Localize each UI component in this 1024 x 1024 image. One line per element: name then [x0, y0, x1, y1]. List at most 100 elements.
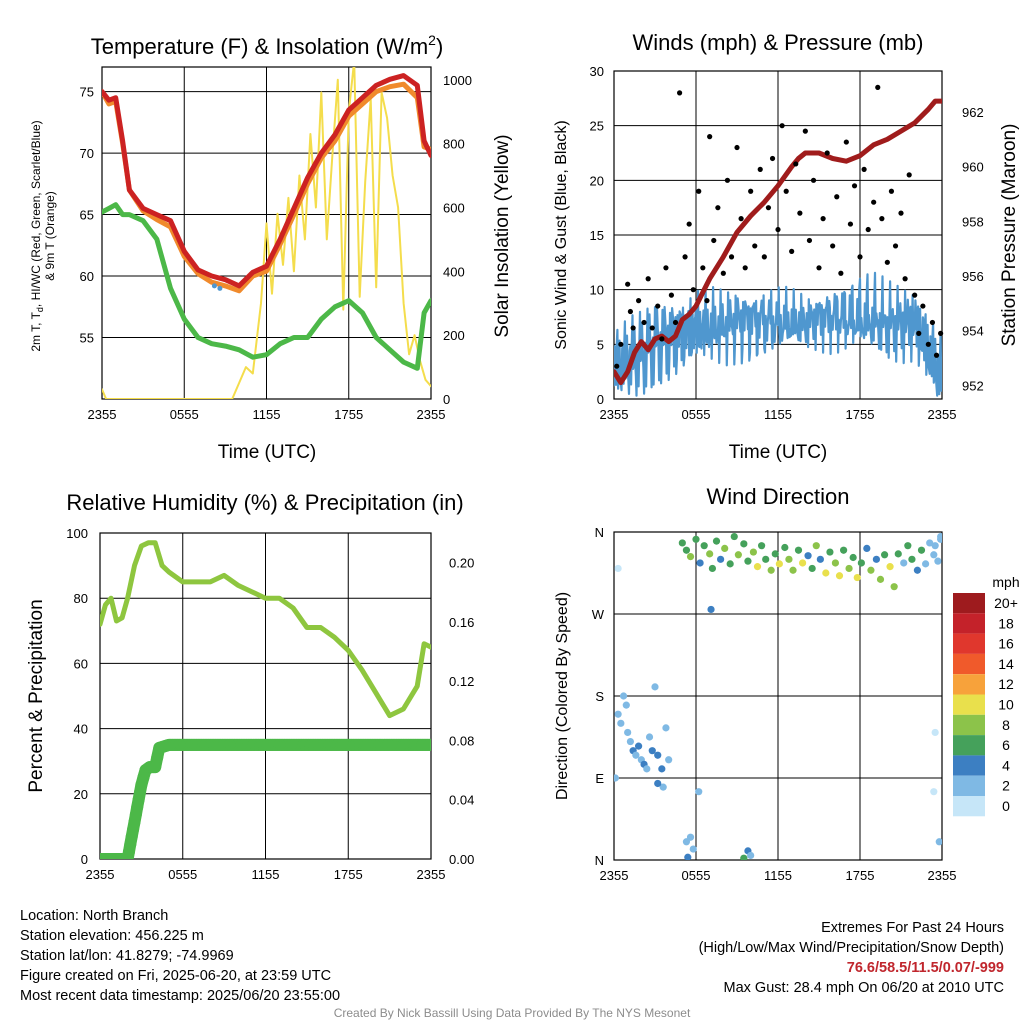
direction-point: [886, 563, 894, 571]
y-right-tick-label: 0.16: [449, 615, 474, 630]
colorbar-swatch: [953, 653, 985, 675]
gust-point: [711, 237, 717, 244]
direction-point: [700, 542, 708, 550]
direction-point: [614, 710, 622, 718]
x-tick-label: 0555: [170, 407, 199, 422]
gust-point: [645, 276, 651, 282]
colorbar-swatch: [953, 694, 985, 715]
colorbar-swatch: [953, 714, 985, 736]
direction-point: [643, 765, 651, 773]
direction-point: [744, 557, 752, 565]
gust-point: [659, 336, 665, 342]
gust-point: [806, 237, 813, 244]
x-tick-label: 2355: [928, 407, 957, 422]
x-tick-label: 1155: [764, 868, 792, 883]
temperature-series-line: [102, 73, 431, 289]
direction-point: [659, 783, 667, 791]
colorbar-label: 12: [998, 676, 1014, 692]
gust-point: [769, 155, 776, 162]
y-tick-label: N: [595, 853, 604, 868]
gust-point: [847, 221, 854, 227]
gust-point: [636, 298, 642, 304]
direction-point: [624, 728, 632, 737]
gust-point: [765, 205, 772, 211]
gust-point: [649, 325, 655, 331]
gust-point: [834, 194, 840, 200]
colorbar-label: 14: [998, 656, 1014, 672]
station-elevation: Station elevation: 456.225 m: [20, 928, 204, 944]
gust-point: [696, 188, 702, 194]
gust-point: [783, 188, 789, 194]
wind-direction-y-label: Direction (Colored By Speed): [554, 592, 571, 800]
winds-title: Winds (mph) & Pressure (mb): [633, 30, 924, 55]
gust-point: [793, 161, 799, 167]
direction-point: [775, 560, 783, 568]
y-tick-label: 20: [74, 787, 88, 802]
plot-frame: [613, 531, 943, 861]
colorbar-label: 20+: [994, 595, 1018, 611]
extremes-legend: (High/Low/Max Wind/Precipitation/Snow De…: [698, 940, 1004, 956]
direction-point: [758, 542, 766, 550]
gust-point: [752, 243, 758, 249]
direction-point: [762, 555, 770, 563]
gust-point: [707, 134, 713, 140]
y-right-tick-label: 0.00: [449, 852, 474, 867]
station-info: Location: North Branch Station elevation…: [20, 906, 340, 1006]
y-right-tick-label: 800: [443, 137, 465, 152]
gust-point: [810, 177, 817, 183]
station-location: Location: North Branch: [20, 908, 169, 924]
x-tick-label: 1155: [253, 407, 281, 422]
y-tick-label: 80: [74, 591, 88, 606]
humidity-title: Relative Humidity (%) & Precipitation (i…: [66, 490, 463, 515]
direction-point: [696, 559, 704, 567]
direction-point: [707, 605, 715, 614]
x-tick-label: 2355: [86, 867, 115, 882]
colorbar-unit: mph: [992, 574, 1019, 590]
direction-point: [654, 751, 662, 759]
gust-point: [748, 188, 754, 194]
direction-point: [781, 543, 789, 552]
colorbar-label: 0: [1002, 798, 1010, 814]
x-tick-label: 2355: [417, 867, 446, 882]
gust-point: [779, 123, 785, 129]
colorbar-label: 10: [998, 697, 1014, 713]
x-tick-label: 0555: [168, 867, 197, 882]
x-tick-label: 2355: [417, 407, 446, 422]
x-tick-label: 2355: [600, 407, 629, 422]
direction-point: [682, 546, 691, 554]
y-tick-label: E: [595, 771, 604, 786]
direction-point: [853, 573, 861, 582]
gust-point: [865, 226, 871, 233]
direction-point: [645, 733, 654, 741]
temperature-x-label: Time (UTC): [218, 442, 317, 463]
winds-y-label: Sonic Wind & Gust (Blue, Black): [553, 120, 570, 349]
direction-point: [753, 563, 762, 571]
precipitation-point: [151, 751, 164, 764]
gust-point: [861, 166, 867, 172]
temperature-title: Temperature (F) & Insolation (W/m2): [91, 32, 444, 59]
colorbar-label: 18: [998, 615, 1014, 631]
x-tick-label: 2355: [600, 868, 629, 883]
direction-point: [863, 544, 871, 553]
gust-point: [879, 216, 885, 222]
x-tick-label: 1755: [846, 868, 875, 883]
direction-point: [904, 542, 912, 550]
direction-point: [695, 788, 703, 796]
colorbar-swatch: [953, 674, 985, 695]
direction-point: [632, 751, 640, 759]
y-tick-label: 30: [590, 64, 604, 79]
recent-timestamp: Most recent data timestamp: 2025/06/20 2…: [20, 988, 341, 1004]
direction-point: [665, 756, 673, 764]
gust-point: [875, 84, 881, 90]
x-tick-label: 0555: [682, 407, 711, 422]
gust-point: [738, 216, 744, 222]
direction-point: [913, 566, 922, 574]
x-tick-label: 2355: [928, 868, 957, 883]
plot-frame: [101, 66, 432, 400]
y-right-tick-label: 958: [962, 214, 984, 229]
direction-point: [686, 833, 695, 841]
direction-point: [747, 851, 755, 860]
y-tick-label: 55: [80, 331, 94, 346]
gust-point: [933, 352, 940, 358]
direction-point: [662, 724, 670, 732]
